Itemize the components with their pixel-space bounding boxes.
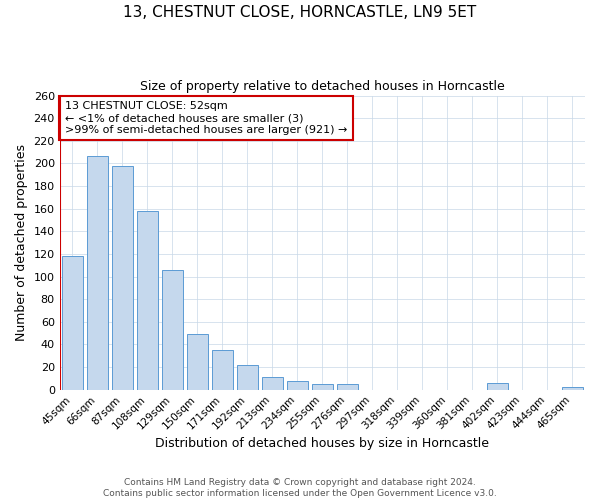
Bar [86,156,108,390]
Text: 13, CHESTNUT CLOSE, HORNCASTLE, LN9 5ET: 13, CHESTNUT CLOSE, HORNCASTLE, LN9 5ET [124,5,476,20]
Bar [236,365,258,390]
Title: Size of property relative to detached houses in Horncastle: Size of property relative to detached ho… [140,80,505,93]
Bar [312,384,333,390]
Y-axis label: Number of detached properties: Number of detached properties [15,144,28,341]
Bar [212,350,233,390]
X-axis label: Distribution of detached houses by size in Horncastle: Distribution of detached houses by size … [155,437,490,450]
Text: 13 CHESTNUT CLOSE: 52sqm
← <1% of detached houses are smaller (3)
>99% of semi-d: 13 CHESTNUT CLOSE: 52sqm ← <1% of detach… [65,102,347,134]
Bar [337,384,358,390]
Bar [187,334,208,390]
Bar [487,383,508,390]
Bar [161,270,183,390]
Bar [262,378,283,390]
Bar [112,166,133,390]
Bar [287,380,308,390]
Bar [62,256,83,390]
Bar [137,211,158,390]
Text: Contains HM Land Registry data © Crown copyright and database right 2024.
Contai: Contains HM Land Registry data © Crown c… [103,478,497,498]
Bar [562,388,583,390]
